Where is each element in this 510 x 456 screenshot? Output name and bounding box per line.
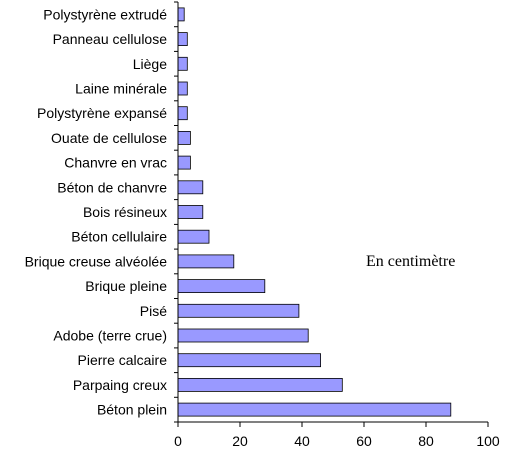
x-tick-label: 60 xyxy=(356,433,372,449)
category-label: Chanvre en vrac xyxy=(64,155,167,171)
category-label: Adobe (terre crue) xyxy=(53,328,167,344)
category-label: Pisé xyxy=(140,303,167,319)
bar xyxy=(177,328,309,343)
x-axis-ticks: 0 20 40 60 80 100 xyxy=(174,422,500,449)
category-label: Parpaing creux xyxy=(73,377,167,393)
x-tick-label: 0 xyxy=(174,433,182,449)
bar xyxy=(177,402,452,417)
x-tick-label: 40 xyxy=(294,433,310,449)
bar xyxy=(177,56,188,71)
bar xyxy=(177,180,204,195)
category-labels: Polystyrène extrudé Panneau cellulose Lièg… xyxy=(25,1,178,423)
bar xyxy=(177,353,322,368)
category-label: Polystyrène expansé xyxy=(37,105,167,121)
category-label: Béton cellulaire xyxy=(71,229,167,245)
x-tick-label: 20 xyxy=(232,433,248,449)
bar xyxy=(177,130,191,145)
category-label: Liège xyxy=(133,56,167,72)
bar xyxy=(177,229,210,244)
bar xyxy=(177,303,300,318)
bar xyxy=(177,205,204,219)
category-label: Ouate de cellulose xyxy=(51,130,167,146)
bar xyxy=(177,81,188,96)
category-label: Pierre calcaire xyxy=(78,352,168,368)
bar xyxy=(177,279,266,294)
category-label: Polystyrène extrudé xyxy=(43,6,167,22)
category-label: Béton plein xyxy=(97,402,167,418)
bar xyxy=(177,155,191,170)
category-label: Béton de chanvre xyxy=(57,179,167,195)
category-label: Brique creuse alvéolée xyxy=(25,253,168,269)
category-label: Bois résineux xyxy=(83,204,167,220)
x-tick-label: 100 xyxy=(476,433,500,449)
category-label: Panneau cellulose xyxy=(53,31,168,47)
bar xyxy=(177,106,188,121)
unit-annotation: En centimètre xyxy=(366,253,455,270)
bar xyxy=(177,254,235,269)
category-label: Laine minérale xyxy=(75,81,167,97)
x-tick-label: 80 xyxy=(418,433,434,449)
category-label: Brique pleine xyxy=(85,278,167,294)
bars-group xyxy=(177,7,452,417)
bar xyxy=(177,7,185,22)
bar xyxy=(177,32,188,46)
bar xyxy=(177,377,343,392)
